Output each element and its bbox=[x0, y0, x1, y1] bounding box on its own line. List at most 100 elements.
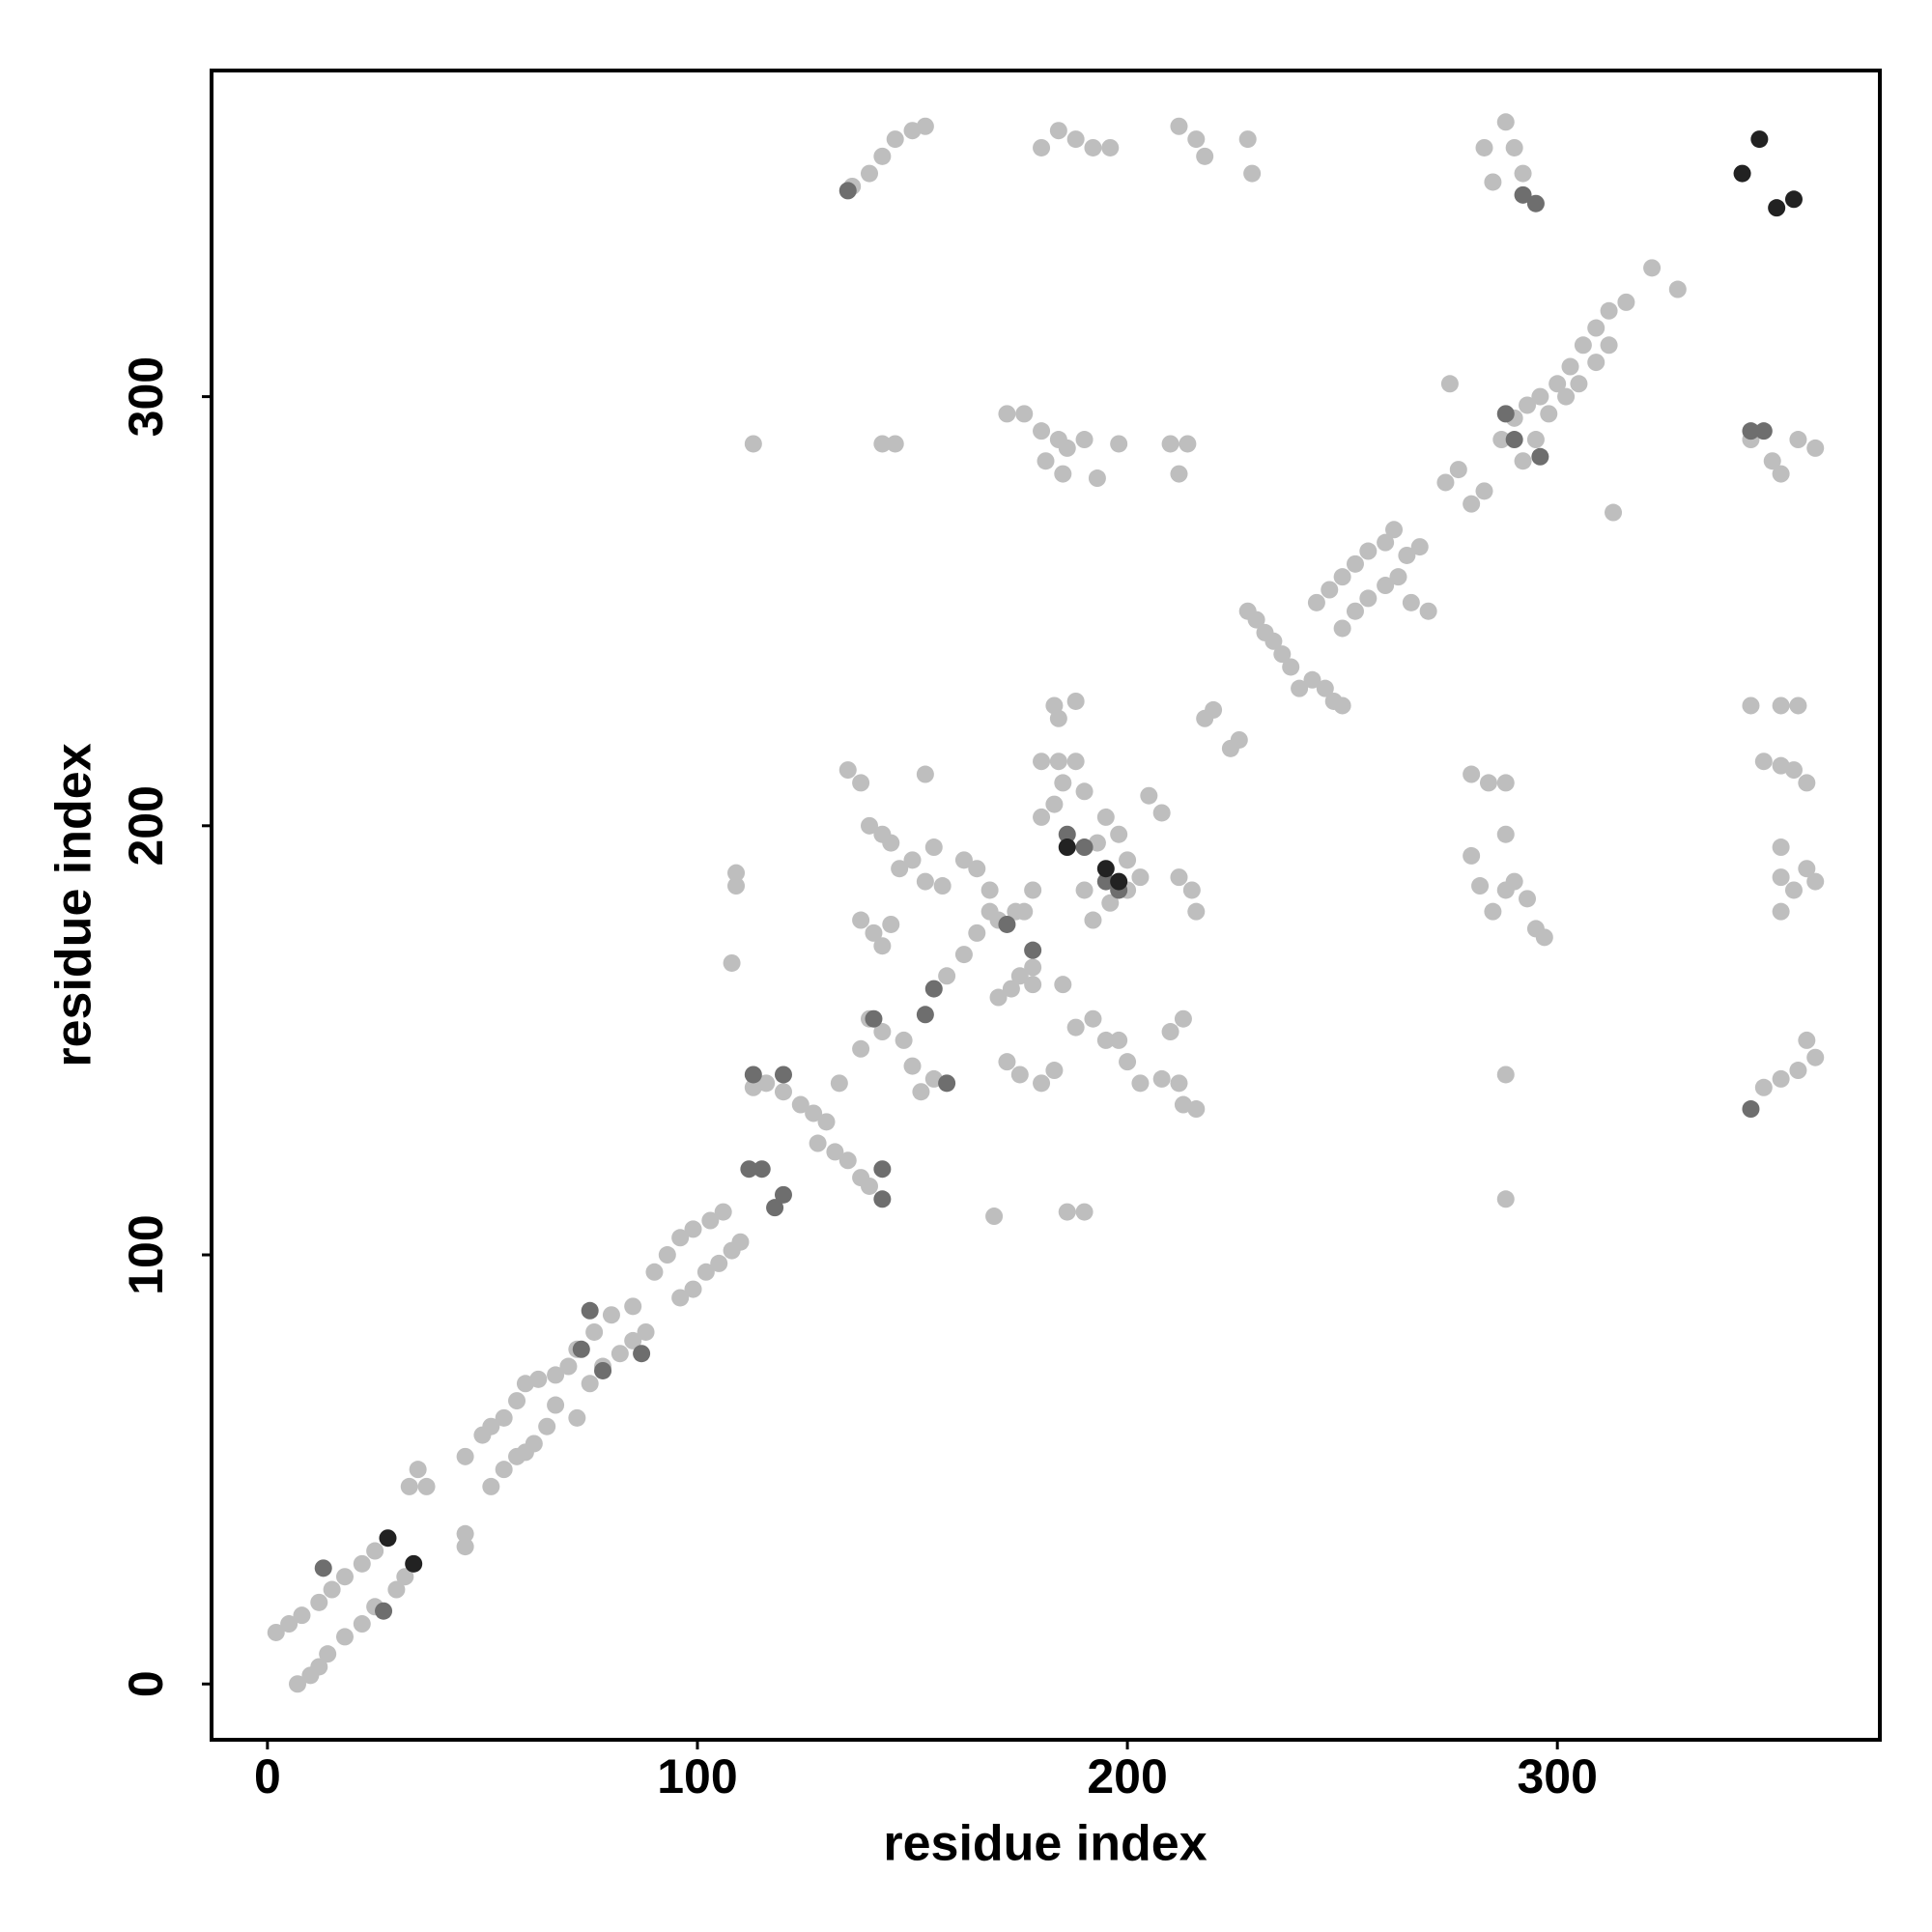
point bbox=[1033, 138, 1051, 156]
point bbox=[1789, 1062, 1807, 1080]
point bbox=[916, 117, 934, 135]
point bbox=[1084, 138, 1102, 156]
point bbox=[1024, 958, 1042, 977]
point bbox=[1096, 860, 1115, 878]
point bbox=[1668, 280, 1687, 298]
point bbox=[1789, 431, 1807, 449]
point bbox=[1784, 761, 1803, 780]
point bbox=[998, 915, 1016, 933]
point bbox=[727, 864, 746, 882]
point bbox=[1187, 902, 1206, 921]
point bbox=[645, 1263, 664, 1281]
point bbox=[1282, 658, 1300, 676]
point bbox=[314, 1559, 332, 1577]
point bbox=[1643, 259, 1662, 277]
point bbox=[1152, 804, 1171, 822]
point bbox=[903, 1057, 922, 1075]
y-tick-label: 100 bbox=[119, 1214, 173, 1294]
point bbox=[886, 130, 904, 149]
point bbox=[353, 1554, 371, 1573]
point bbox=[753, 1160, 771, 1179]
point bbox=[826, 1143, 844, 1161]
point bbox=[1010, 967, 1029, 985]
point bbox=[387, 1580, 406, 1599]
point bbox=[1385, 521, 1404, 539]
point bbox=[933, 877, 952, 895]
point bbox=[1033, 753, 1051, 771]
point bbox=[293, 1606, 311, 1625]
point bbox=[1798, 860, 1816, 878]
point bbox=[1002, 980, 1020, 998]
x-axis-label: residue index bbox=[883, 1816, 1207, 1872]
point bbox=[916, 872, 934, 891]
point bbox=[280, 1615, 298, 1634]
point bbox=[1789, 696, 1807, 715]
point bbox=[1066, 753, 1085, 771]
point bbox=[696, 1263, 715, 1281]
point bbox=[1033, 808, 1051, 826]
point bbox=[865, 1009, 883, 1028]
point bbox=[980, 881, 999, 899]
point bbox=[1557, 387, 1576, 406]
point bbox=[684, 1280, 702, 1298]
point bbox=[1333, 619, 1351, 638]
point bbox=[1754, 1078, 1773, 1096]
point bbox=[538, 1417, 556, 1435]
point bbox=[1045, 1062, 1064, 1080]
point bbox=[710, 1254, 728, 1272]
point bbox=[379, 1529, 397, 1548]
point bbox=[1054, 774, 1072, 792]
point bbox=[1475, 482, 1493, 500]
point bbox=[1733, 164, 1751, 183]
point bbox=[611, 1345, 629, 1363]
point bbox=[1170, 465, 1188, 483]
point bbox=[1519, 396, 1537, 414]
point bbox=[1058, 825, 1076, 843]
point bbox=[1389, 568, 1407, 586]
point bbox=[1346, 602, 1364, 620]
point bbox=[400, 1477, 418, 1495]
point bbox=[1440, 375, 1459, 393]
point bbox=[353, 1615, 371, 1634]
point bbox=[1333, 696, 1351, 715]
point bbox=[1359, 542, 1378, 560]
point bbox=[1419, 602, 1437, 620]
point bbox=[1798, 1031, 1816, 1049]
point bbox=[1398, 546, 1416, 564]
point bbox=[809, 1134, 827, 1152]
point bbox=[903, 851, 922, 869]
point bbox=[456, 1524, 474, 1543]
point bbox=[924, 838, 943, 857]
point bbox=[1531, 447, 1549, 466]
point bbox=[1514, 452, 1532, 470]
point bbox=[1742, 422, 1760, 440]
point bbox=[873, 1160, 892, 1179]
point bbox=[1196, 147, 1214, 165]
point bbox=[1535, 928, 1553, 947]
point bbox=[1605, 503, 1623, 522]
point bbox=[1359, 589, 1378, 608]
point bbox=[1496, 825, 1515, 843]
point bbox=[633, 1345, 651, 1363]
point bbox=[1540, 405, 1558, 423]
point bbox=[882, 915, 900, 933]
point bbox=[456, 1538, 474, 1556]
point bbox=[714, 1203, 732, 1221]
point bbox=[1054, 465, 1072, 483]
point bbox=[495, 1408, 513, 1427]
point bbox=[1037, 452, 1055, 470]
point bbox=[1505, 431, 1523, 449]
point bbox=[886, 435, 904, 453]
point bbox=[456, 1447, 474, 1465]
point bbox=[1170, 868, 1188, 887]
point bbox=[1110, 872, 1128, 891]
point bbox=[1772, 902, 1790, 921]
point bbox=[1772, 1069, 1790, 1088]
point bbox=[998, 405, 1016, 423]
point bbox=[529, 1370, 548, 1388]
point bbox=[1505, 138, 1523, 156]
point bbox=[1131, 1074, 1150, 1093]
point bbox=[865, 923, 883, 942]
point bbox=[624, 1331, 642, 1350]
point bbox=[1101, 894, 1120, 912]
